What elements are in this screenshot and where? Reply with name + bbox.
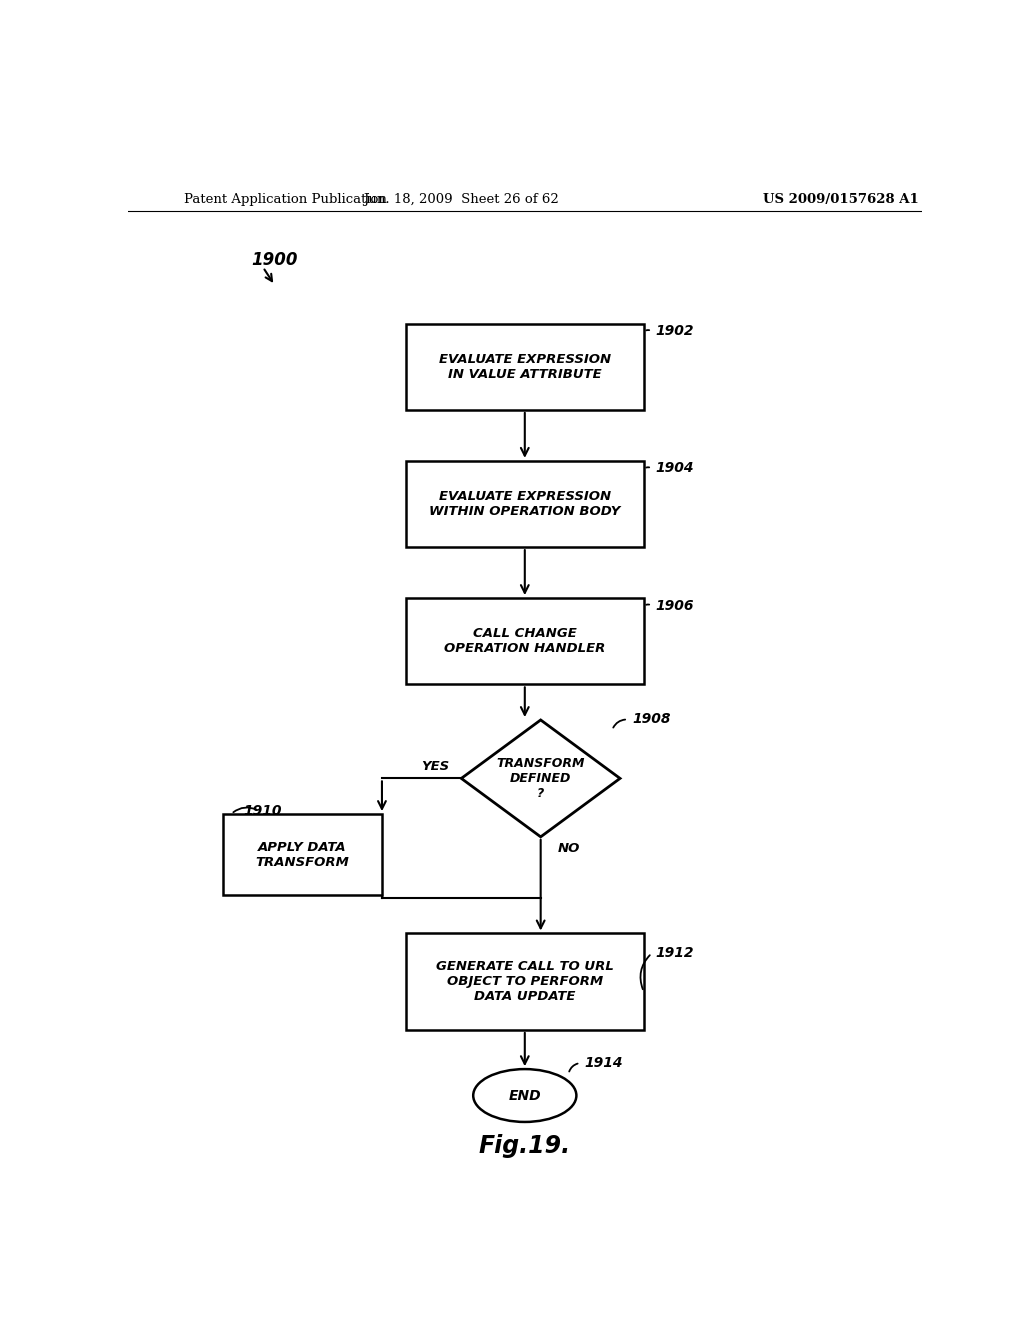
Text: 1904: 1904 [655,462,694,475]
Text: 1908: 1908 [632,713,671,726]
Text: CALL CHANGE
OPERATION HANDLER: CALL CHANGE OPERATION HANDLER [444,627,605,655]
FancyBboxPatch shape [223,814,382,895]
Text: NO: NO [558,842,581,855]
Text: 1912: 1912 [655,946,694,960]
Text: EVALUATE EXPRESSION
IN VALUE ATTRIBUTE: EVALUATE EXPRESSION IN VALUE ATTRIBUTE [438,352,611,380]
Text: 1902: 1902 [655,325,694,338]
Text: Jun. 18, 2009  Sheet 26 of 62: Jun. 18, 2009 Sheet 26 of 62 [364,193,559,206]
FancyBboxPatch shape [406,933,644,1030]
Text: APPLY DATA
TRANSFORM: APPLY DATA TRANSFORM [256,841,349,869]
Text: EVALUATE EXPRESSION
WITHIN OPERATION BODY: EVALUATE EXPRESSION WITHIN OPERATION BOD… [429,490,621,517]
FancyBboxPatch shape [406,461,644,548]
Text: 1914: 1914 [585,1056,623,1071]
FancyBboxPatch shape [406,323,644,411]
Text: 1900: 1900 [251,251,298,269]
Text: 1906: 1906 [655,598,694,612]
Text: Fig.19.: Fig.19. [479,1134,570,1159]
FancyBboxPatch shape [406,598,644,684]
Text: GENERATE CALL TO URL
OBJECT TO PERFORM
DATA UPDATE: GENERATE CALL TO URL OBJECT TO PERFORM D… [436,960,613,1003]
Ellipse shape [473,1069,577,1122]
Text: US 2009/0157628 A1: US 2009/0157628 A1 [763,193,919,206]
Text: 1910: 1910 [243,804,282,818]
Text: Patent Application Publication: Patent Application Publication [183,193,386,206]
Polygon shape [462,719,620,837]
Text: YES: YES [421,760,450,772]
Text: END: END [509,1089,541,1102]
Text: TRANSFORM
DEFINED
?: TRANSFORM DEFINED ? [497,756,585,800]
